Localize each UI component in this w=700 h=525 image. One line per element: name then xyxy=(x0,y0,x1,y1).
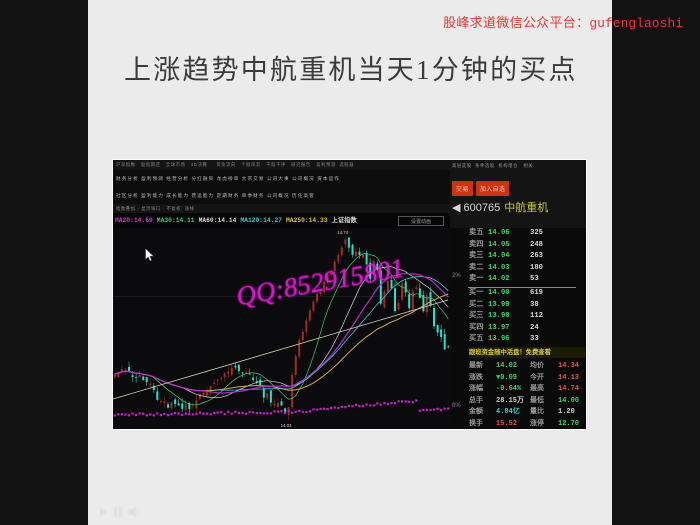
svg-text:14.03: 14.03 xyxy=(281,423,292,428)
svg-text:14.74: 14.74 xyxy=(337,230,348,235)
